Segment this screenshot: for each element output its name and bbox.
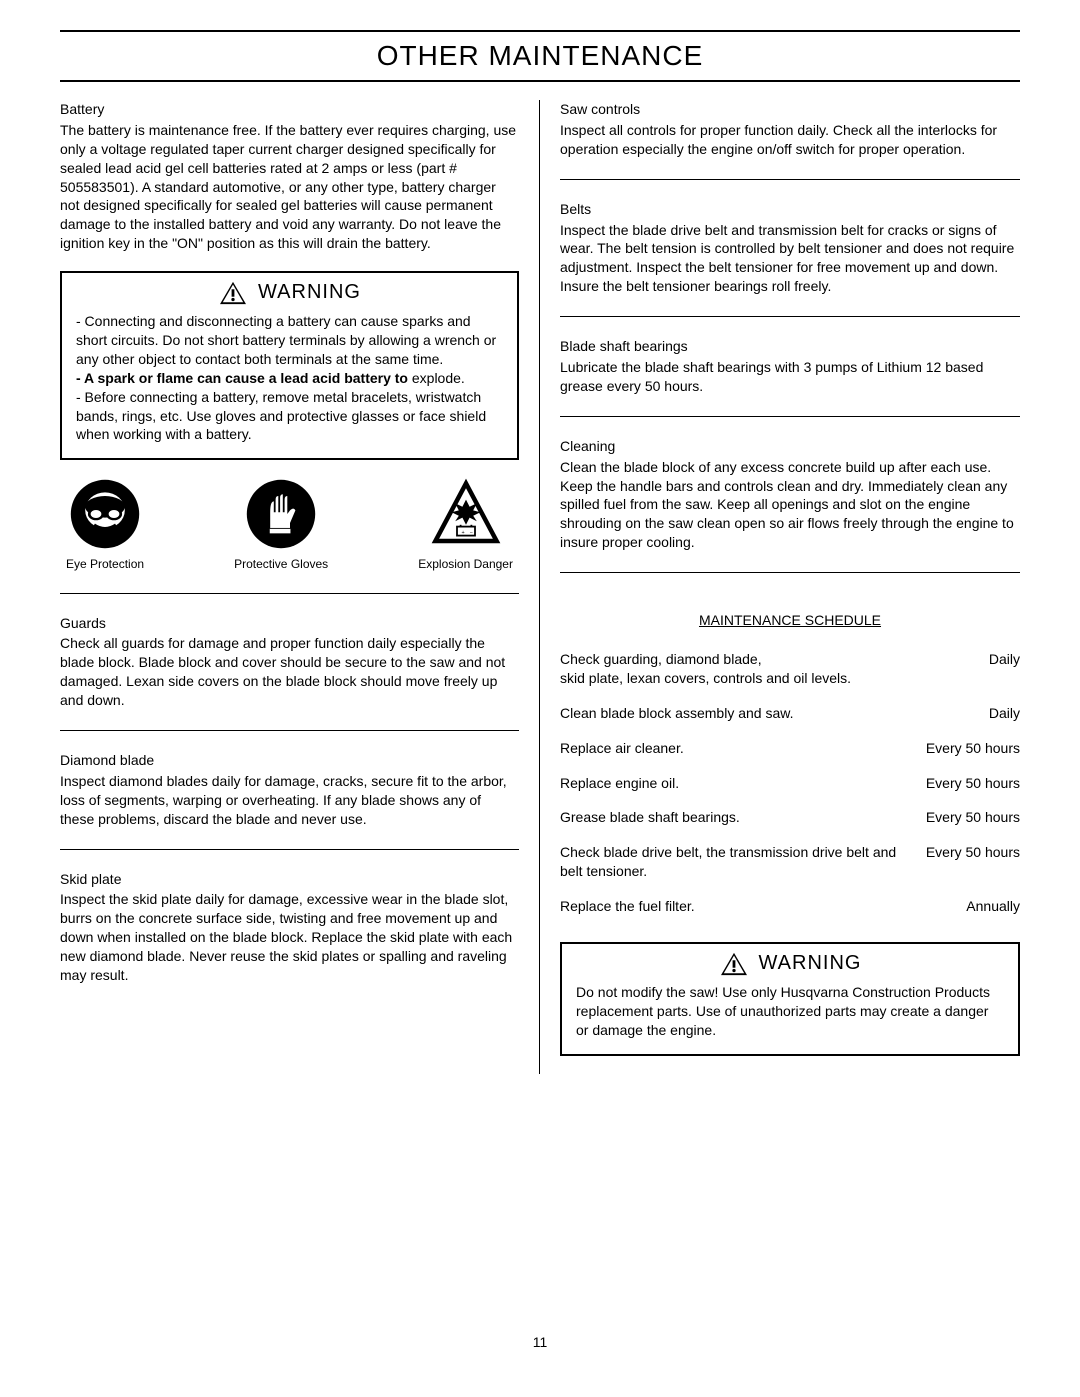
belts-text: Inspect the blade drive belt and transmi…: [560, 221, 1020, 297]
schedule-table: Check guarding, diamond blade, skid plat…: [560, 650, 1020, 916]
guards-text: Check all guards for damage and proper f…: [60, 634, 519, 710]
schedule-row: Clean blade block assembly and saw.Daily: [560, 704, 1020, 723]
skid-title: Skid plate: [60, 870, 519, 889]
protective-gloves-label: Protective Gloves: [234, 556, 328, 572]
eye-protection-item: Eye Protection: [66, 478, 144, 572]
warning1-line2: - A spark or flame can cause a lead acid…: [76, 369, 503, 388]
divider: [60, 730, 519, 731]
protective-gloves-icon: [245, 478, 317, 550]
eye-protection-label: Eye Protection: [66, 556, 144, 572]
schedule-title: MAINTENANCE SCHEDULE: [560, 611, 1020, 630]
schedule-row: Grease blade shaft bearings.Every 50 hou…: [560, 808, 1020, 827]
schedule-freq: Every 50 hours: [926, 739, 1020, 758]
warning1-line2-bold: - A spark or flame can cause a lead acid…: [76, 370, 408, 386]
schedule-row: Check blade drive belt, the transmission…: [560, 843, 1020, 881]
schedule-row: Replace engine oil.Every 50 hours: [560, 774, 1020, 793]
bearings-title: Blade shaft bearings: [560, 337, 1020, 356]
page-number: 11: [60, 1334, 1020, 1350]
schedule-task: Grease blade shaft bearings.: [560, 808, 926, 827]
warning-body-2: Do not modify the saw! Use only Husqvarn…: [562, 983, 1018, 1054]
saw-controls-text: Inspect all controls for proper function…: [560, 121, 1020, 159]
left-column: Battery The battery is maintenance free.…: [60, 100, 540, 1074]
content-columns: Battery The battery is maintenance free.…: [60, 100, 1020, 1074]
schedule-row: Replace the fuel filter.Annually: [560, 897, 1020, 916]
svg-text:+: +: [461, 530, 464, 536]
warning-header-1: WARNING: [62, 273, 517, 312]
warning1-line1: - Connecting and disconnecting a battery…: [76, 312, 503, 369]
battery-title: Battery: [60, 100, 519, 119]
belts-title: Belts: [560, 200, 1020, 219]
divider: [60, 593, 519, 594]
warning-box-1: WARNING - Connecting and disconnecting a…: [60, 271, 519, 460]
explosion-danger-icon: + −: [430, 478, 502, 550]
explosion-danger-item: + − Explosion Danger: [418, 478, 513, 572]
schedule-freq: Every 50 hours: [926, 808, 1020, 827]
explosion-danger-label: Explosion Danger: [418, 556, 513, 572]
guards-title: Guards: [60, 614, 519, 633]
schedule-row: Check guarding, diamond blade, skid plat…: [560, 650, 1020, 688]
cleaning-text: Clean the blade block of any excess conc…: [560, 458, 1020, 552]
schedule-task: Replace engine oil.: [560, 774, 926, 793]
schedule-freq: Every 50 hours: [926, 843, 1020, 862]
warning-label-1: WARNING: [258, 279, 361, 306]
warning-icon: [218, 280, 248, 306]
bearings-text: Lubricate the blade shaft bearings with …: [560, 358, 1020, 396]
divider: [560, 572, 1020, 573]
schedule-task: Replace air cleaner.: [560, 739, 926, 758]
warning1-line2-rest: explode.: [412, 370, 465, 386]
skid-text: Inspect the skid plate daily for damage,…: [60, 890, 519, 984]
schedule-freq: Annually: [966, 897, 1020, 916]
diamond-title: Diamond blade: [60, 751, 519, 770]
schedule-freq: Daily: [989, 650, 1020, 669]
warning-icon: [719, 951, 749, 977]
schedule-row: Replace air cleaner.Every 50 hours: [560, 739, 1020, 758]
right-column: Saw controls Inspect all controls for pr…: [540, 100, 1020, 1074]
schedule-task: Clean blade block assembly and saw.: [560, 704, 989, 723]
schedule-freq: Daily: [989, 704, 1020, 723]
schedule-task: Replace the fuel filter.: [560, 897, 966, 916]
cleaning-title: Cleaning: [560, 437, 1020, 456]
divider: [60, 849, 519, 850]
page-title: OTHER MAINTENANCE: [60, 30, 1020, 82]
warning-body-1: - Connecting and disconnecting a battery…: [62, 312, 517, 458]
safety-icons-row: Eye Protection Protective Gloves +: [60, 478, 519, 572]
battery-text: The battery is maintenance free. If the …: [60, 121, 519, 253]
saw-controls-title: Saw controls: [560, 100, 1020, 119]
warning-header-2: WARNING: [562, 944, 1018, 983]
schedule-task: Check blade drive belt, the transmission…: [560, 843, 926, 881]
schedule-freq: Every 50 hours: [926, 774, 1020, 793]
eye-protection-icon: [69, 478, 141, 550]
divider: [560, 179, 1020, 180]
warning-label-2: WARNING: [759, 950, 862, 977]
warning1-line3: - Before connecting a battery, remove me…: [76, 388, 503, 445]
protective-gloves-item: Protective Gloves: [234, 478, 328, 572]
divider: [560, 316, 1020, 317]
diamond-text: Inspect diamond blades daily for damage,…: [60, 772, 519, 829]
warning-box-2: WARNING Do not modify the saw! Use only …: [560, 942, 1020, 1056]
schedule-task: Check guarding, diamond blade, skid plat…: [560, 650, 989, 688]
divider: [560, 416, 1020, 417]
svg-text:−: −: [469, 530, 472, 536]
